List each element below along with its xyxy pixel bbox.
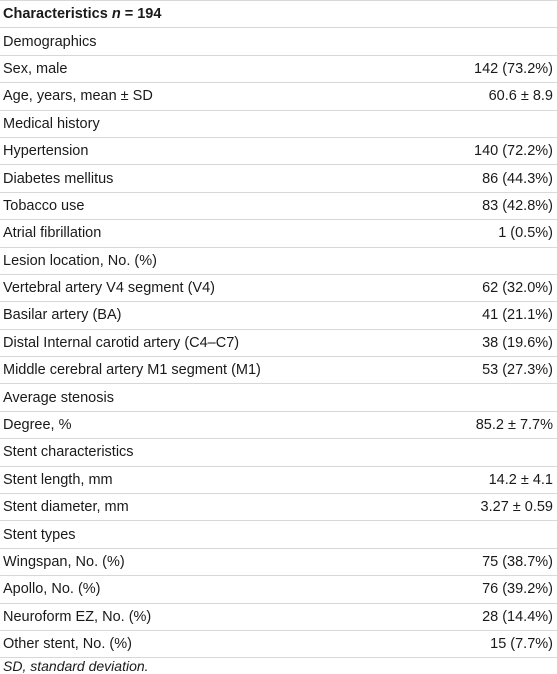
header-label: Characteristics bbox=[3, 6, 108, 23]
row-label: Age, years, mean ± SD bbox=[0, 82, 400, 111]
row-label: Wingspan, No. (%) bbox=[0, 548, 400, 577]
table-row: Middle cerebral artery M1 segment (M1) 53… bbox=[0, 356, 557, 385]
row-value bbox=[400, 110, 557, 138]
row-value bbox=[400, 247, 557, 275]
table-row: Degree, % 85.2 ± 7.7% bbox=[0, 411, 557, 440]
row-label: Average stenosis bbox=[0, 383, 400, 412]
table-row: Medical history bbox=[0, 110, 557, 138]
table-body: Characteristics n = 194 Demographics Sex,… bbox=[0, 0, 557, 659]
row-value: 85.2 ± 7.7% bbox=[400, 411, 557, 440]
table-row: Atrial fibrillation 1 (0.5%) bbox=[0, 219, 557, 248]
row-value: 75 (38.7%) bbox=[400, 548, 557, 577]
header-cell: Characteristics n = 194 bbox=[0, 0, 557, 29]
row-label: Demographics bbox=[0, 27, 400, 56]
row-value: 76 (39.2%) bbox=[400, 575, 557, 604]
table-row: Apollo, No. (%) 76 (39.2%) bbox=[0, 575, 557, 604]
table-row: Stent characteristics bbox=[0, 438, 557, 467]
table-row: Average stenosis bbox=[0, 383, 557, 412]
table-row: Age, years, mean ± SD 60.6 ± 8.9 bbox=[0, 82, 557, 111]
row-value: 53 (27.3%) bbox=[400, 356, 557, 385]
table-row: Other stent, No. (%) 15 (7.7%) bbox=[0, 630, 557, 659]
table-row: Neuroform EZ, No. (%) 28 (14.4%) bbox=[0, 603, 557, 631]
table-row: Demographics bbox=[0, 27, 557, 56]
table-row: Wingspan, No. (%) 75 (38.7%) bbox=[0, 548, 557, 577]
row-label: Other stent, No. (%) bbox=[0, 630, 400, 659]
row-value bbox=[400, 438, 557, 467]
footnote: SD, standard deviation. bbox=[3, 658, 149, 674]
header-n-value: = 194 bbox=[124, 6, 162, 23]
row-value: 14.2 ± 4.1 bbox=[400, 466, 557, 495]
row-label: Distal Internal carotid artery (C4–C7) bbox=[0, 329, 400, 358]
row-label: Apollo, No. (%) bbox=[0, 575, 400, 604]
row-value: 3.27 ± 0.59 bbox=[400, 493, 557, 522]
table-row: Stent length, mm 14.2 ± 4.1 bbox=[0, 466, 557, 495]
table-row: Lesion location, No. (%) bbox=[0, 247, 557, 275]
row-value: 140 (72.2%) bbox=[400, 137, 557, 166]
row-label: Atrial fibrillation bbox=[0, 219, 400, 248]
row-value: 41 (21.1%) bbox=[400, 301, 557, 330]
row-label: Stent types bbox=[0, 520, 400, 549]
table-row: Basilar artery (BA) 41 (21.1%) bbox=[0, 301, 557, 330]
table-row: Stent types bbox=[0, 520, 557, 549]
row-value: 15 (7.7%) bbox=[400, 630, 557, 659]
row-value bbox=[400, 383, 557, 412]
table-row: Distal Internal carotid artery (C4–C7) 38… bbox=[0, 329, 557, 358]
row-label: Medical history bbox=[0, 110, 400, 138]
row-label: Degree, % bbox=[0, 411, 400, 440]
row-label: Neuroform EZ, No. (%) bbox=[0, 603, 400, 631]
row-value: 28 (14.4%) bbox=[400, 603, 557, 631]
row-label: Basilar artery (BA) bbox=[0, 301, 400, 330]
row-value bbox=[400, 27, 557, 56]
table-row: Hypertension 140 (72.2%) bbox=[0, 137, 557, 166]
row-label: Diabetes mellitus bbox=[0, 164, 400, 193]
row-value: 142 (73.2%) bbox=[400, 55, 557, 84]
table-row: Tobacco use 83 (42.8%) bbox=[0, 192, 557, 221]
row-label: Hypertension bbox=[0, 137, 400, 166]
table-header-row: Characteristics n = 194 bbox=[0, 0, 557, 29]
row-label: Stent diameter, mm bbox=[0, 493, 400, 522]
characteristics-table: Characteristics n = 194 Demographics Sex,… bbox=[0, 0, 557, 659]
row-label: Vertebral artery V4 segment (V4) bbox=[0, 274, 400, 303]
table-row: Sex, male 142 (73.2%) bbox=[0, 55, 557, 84]
row-value bbox=[400, 520, 557, 549]
row-value: 83 (42.8%) bbox=[400, 192, 557, 221]
row-value: 86 (44.3%) bbox=[400, 164, 557, 193]
row-value: 38 (19.6%) bbox=[400, 329, 557, 358]
row-value: 60.6 ± 8.9 bbox=[400, 82, 557, 111]
row-label: Lesion location, No. (%) bbox=[0, 247, 400, 275]
row-value: 62 (32.0%) bbox=[400, 274, 557, 303]
row-label: Stent length, mm bbox=[0, 466, 400, 495]
table-row: Vertebral artery V4 segment (V4) 62 (32.0… bbox=[0, 274, 557, 303]
row-value: 1 (0.5%) bbox=[400, 219, 557, 248]
table-row: Stent diameter, mm 3.27 ± 0.59 bbox=[0, 493, 557, 522]
header-n-symbol: n bbox=[111, 6, 121, 23]
row-label: Tobacco use bbox=[0, 192, 400, 221]
row-label: Stent characteristics bbox=[0, 438, 400, 467]
table-row: Diabetes mellitus 86 (44.3%) bbox=[0, 164, 557, 193]
row-label: Middle cerebral artery M1 segment (M1) bbox=[0, 356, 400, 385]
row-label: Sex, male bbox=[0, 55, 400, 84]
